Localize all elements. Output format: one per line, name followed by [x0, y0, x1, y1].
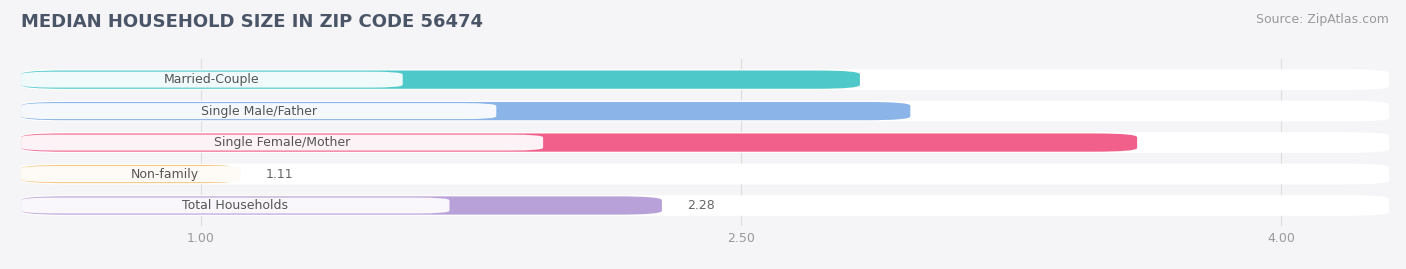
- Text: Non-family: Non-family: [131, 168, 200, 180]
- FancyBboxPatch shape: [21, 164, 1389, 185]
- FancyBboxPatch shape: [21, 196, 662, 215]
- Text: MEDIAN HOUSEHOLD SIZE IN ZIP CODE 56474: MEDIAN HOUSEHOLD SIZE IN ZIP CODE 56474: [21, 13, 484, 31]
- Text: 1.11: 1.11: [266, 168, 294, 180]
- Text: Single Male/Father: Single Male/Father: [201, 105, 316, 118]
- FancyBboxPatch shape: [21, 102, 910, 120]
- FancyBboxPatch shape: [21, 103, 496, 119]
- FancyBboxPatch shape: [21, 133, 1137, 152]
- Text: Single Female/Mother: Single Female/Mother: [214, 136, 350, 149]
- Text: 2.28: 2.28: [688, 199, 714, 212]
- Text: 3.60: 3.60: [1163, 136, 1189, 149]
- FancyBboxPatch shape: [21, 197, 450, 214]
- FancyBboxPatch shape: [21, 70, 860, 89]
- FancyBboxPatch shape: [21, 132, 1389, 153]
- FancyBboxPatch shape: [21, 72, 402, 88]
- Text: Total Households: Total Households: [183, 199, 288, 212]
- FancyBboxPatch shape: [21, 166, 309, 182]
- Text: Married-Couple: Married-Couple: [165, 73, 260, 86]
- FancyBboxPatch shape: [21, 165, 240, 183]
- Text: 2.83: 2.83: [886, 73, 912, 86]
- FancyBboxPatch shape: [21, 195, 1389, 216]
- FancyBboxPatch shape: [21, 69, 1389, 90]
- Text: 2.97: 2.97: [935, 105, 963, 118]
- FancyBboxPatch shape: [21, 101, 1389, 122]
- FancyBboxPatch shape: [21, 134, 543, 151]
- Text: Source: ZipAtlas.com: Source: ZipAtlas.com: [1256, 13, 1389, 26]
